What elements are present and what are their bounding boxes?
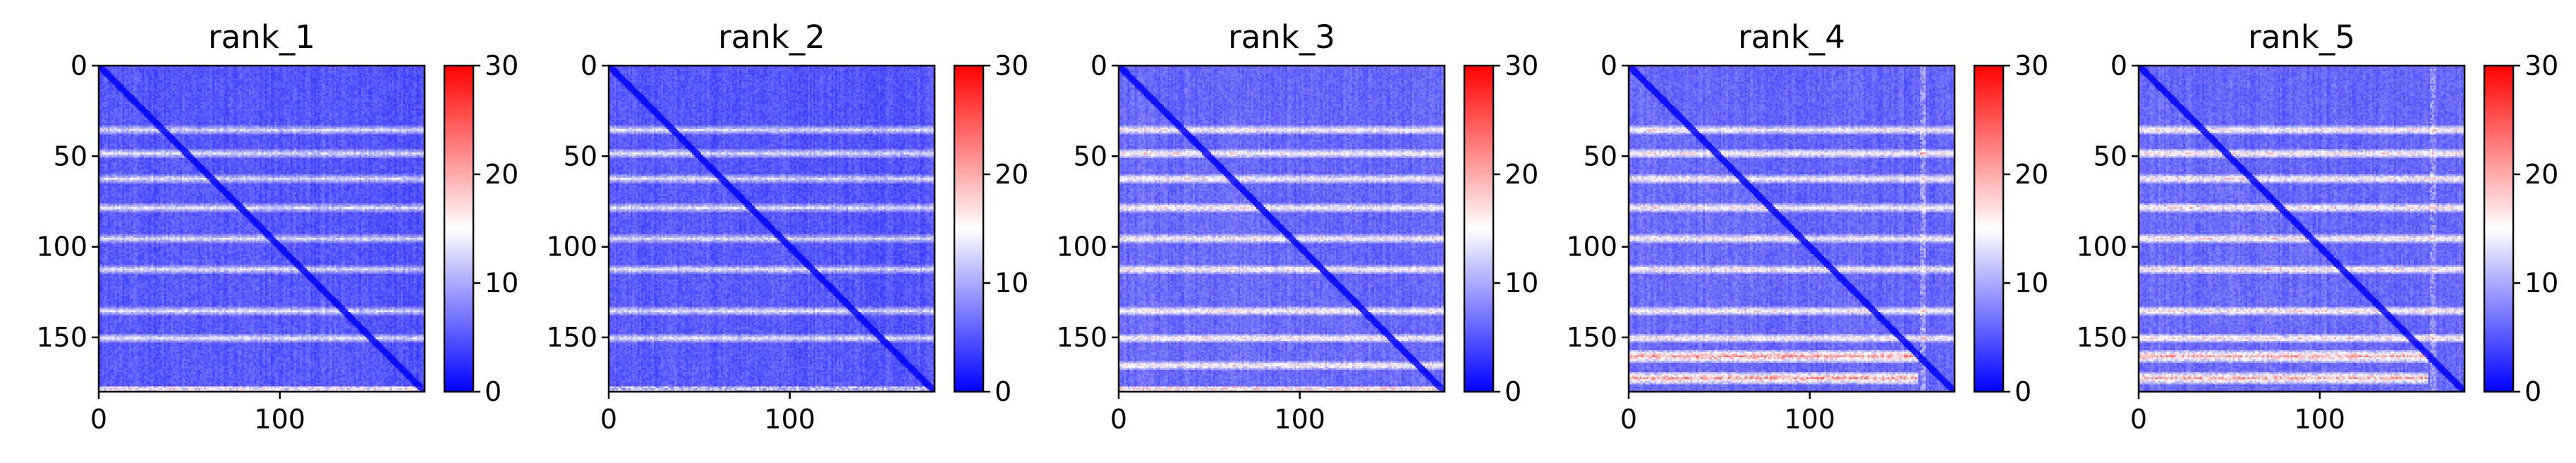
- colorbar-tick-label: 0: [2015, 376, 2031, 407]
- x-tick-label: 100: [1274, 404, 1325, 435]
- y-tick-label: 100: [2076, 232, 2127, 263]
- y-tick-label: 50: [2094, 140, 2127, 172]
- heatmap-panel-4: rank_4 0 50 100 150 0 100 0 10 20 30: [1566, 18, 2048, 435]
- y-tick-label: 150: [36, 322, 87, 353]
- colorbar-tick-label: 20: [1505, 159, 1538, 190]
- colorbar-tick-label: 30: [2525, 50, 2558, 81]
- panel-title: rank_1: [208, 18, 315, 56]
- x-tick-label: 0: [600, 404, 617, 435]
- heatmap-image: [99, 66, 425, 392]
- heatmap-image: [609, 66, 935, 392]
- y-tick-label: 150: [1566, 322, 1617, 353]
- colorbar-tick-label: 30: [1505, 50, 1538, 81]
- colorbar: [2483, 64, 2515, 393]
- colorbar: [953, 64, 985, 393]
- x-tick-label: 0: [90, 404, 107, 435]
- colorbar-tick-label: 0: [995, 376, 1011, 407]
- x-tick-label: 0: [1620, 404, 1637, 435]
- colorbar-tick-label: 20: [995, 159, 1028, 190]
- colorbar-tick-label: 10: [2015, 267, 2048, 299]
- heatmap-frame: [1627, 64, 1956, 393]
- y-tick-label: 0: [71, 50, 87, 81]
- colorbar-tick-label: 30: [2015, 50, 2048, 81]
- heatmap-frame: [1117, 64, 1446, 393]
- colorbar-tick-label: 0: [485, 376, 502, 407]
- colorbar-tick-label: 20: [2525, 159, 2558, 190]
- colorbar-tick-label: 10: [485, 267, 518, 299]
- colorbar-tick-label: 0: [1505, 376, 1521, 407]
- colorbar-tick-label: 10: [995, 267, 1028, 299]
- colorbar: [1463, 64, 1495, 393]
- y-tick-label: 0: [1600, 50, 1617, 81]
- panel-title: rank_5: [2248, 18, 2355, 56]
- y-tick-label: 0: [2110, 50, 2127, 81]
- heatmap-panel-5: rank_5 0 50 100 150 0 100 0 10 20 30: [2076, 18, 2558, 435]
- y-tick-label: 150: [2076, 322, 2127, 353]
- y-tick-label: 100: [1566, 232, 1617, 263]
- colorbar: [1973, 64, 2005, 393]
- colorbar: [443, 64, 475, 393]
- heatmap-frame: [97, 64, 426, 393]
- y-tick-label: 150: [546, 322, 597, 353]
- heatmap-panel-1: rank_1 0 50 100 150 0 100 0 10 20 30: [36, 18, 518, 435]
- x-tick-label: 100: [2294, 404, 2345, 435]
- y-tick-label: 50: [1584, 140, 1617, 172]
- y-tick-label: 0: [581, 50, 597, 81]
- panel-title: rank_4: [1738, 18, 1845, 56]
- y-tick-label: 50: [564, 140, 597, 172]
- panel-title: rank_3: [1228, 18, 1335, 56]
- heatmap-panel-3: rank_3 0 50 100 150 0 100 0 10 20 30: [1056, 18, 1538, 435]
- heatmap-panel-2: rank_2 0 50 100 150 0 100 0 10 20 30: [546, 18, 1028, 435]
- x-tick-label: 0: [2130, 404, 2147, 435]
- y-tick-label: 100: [1056, 232, 1107, 263]
- panel-title: rank_2: [718, 18, 825, 56]
- y-tick-label: 50: [1074, 140, 1107, 172]
- y-tick-label: 150: [1056, 322, 1107, 353]
- x-tick-label: 100: [764, 404, 815, 435]
- colorbar-tick-label: 10: [2525, 267, 2558, 299]
- y-tick-label: 50: [54, 140, 87, 172]
- heatmap-frame: [607, 64, 936, 393]
- heatmap-image: [2139, 66, 2465, 392]
- y-tick-label: 100: [36, 232, 87, 263]
- y-tick-label: 0: [1090, 50, 1107, 81]
- x-tick-label: 100: [254, 404, 305, 435]
- x-tick-label: 0: [1110, 404, 1127, 435]
- heatmap-frame: [2137, 64, 2466, 393]
- heatmap-image: [1629, 66, 1955, 392]
- colorbar-tick-label: 20: [2015, 159, 2048, 190]
- colorbar-tick-label: 0: [2525, 376, 2541, 407]
- heatmap-image: [1119, 66, 1445, 392]
- y-tick-label: 100: [546, 232, 597, 263]
- colorbar-tick-label: 30: [485, 50, 518, 81]
- colorbar-tick-label: 30: [995, 50, 1028, 81]
- colorbar-tick-label: 20: [485, 159, 518, 190]
- x-tick-label: 100: [1784, 404, 1835, 435]
- colorbar-tick-label: 10: [1505, 267, 1538, 299]
